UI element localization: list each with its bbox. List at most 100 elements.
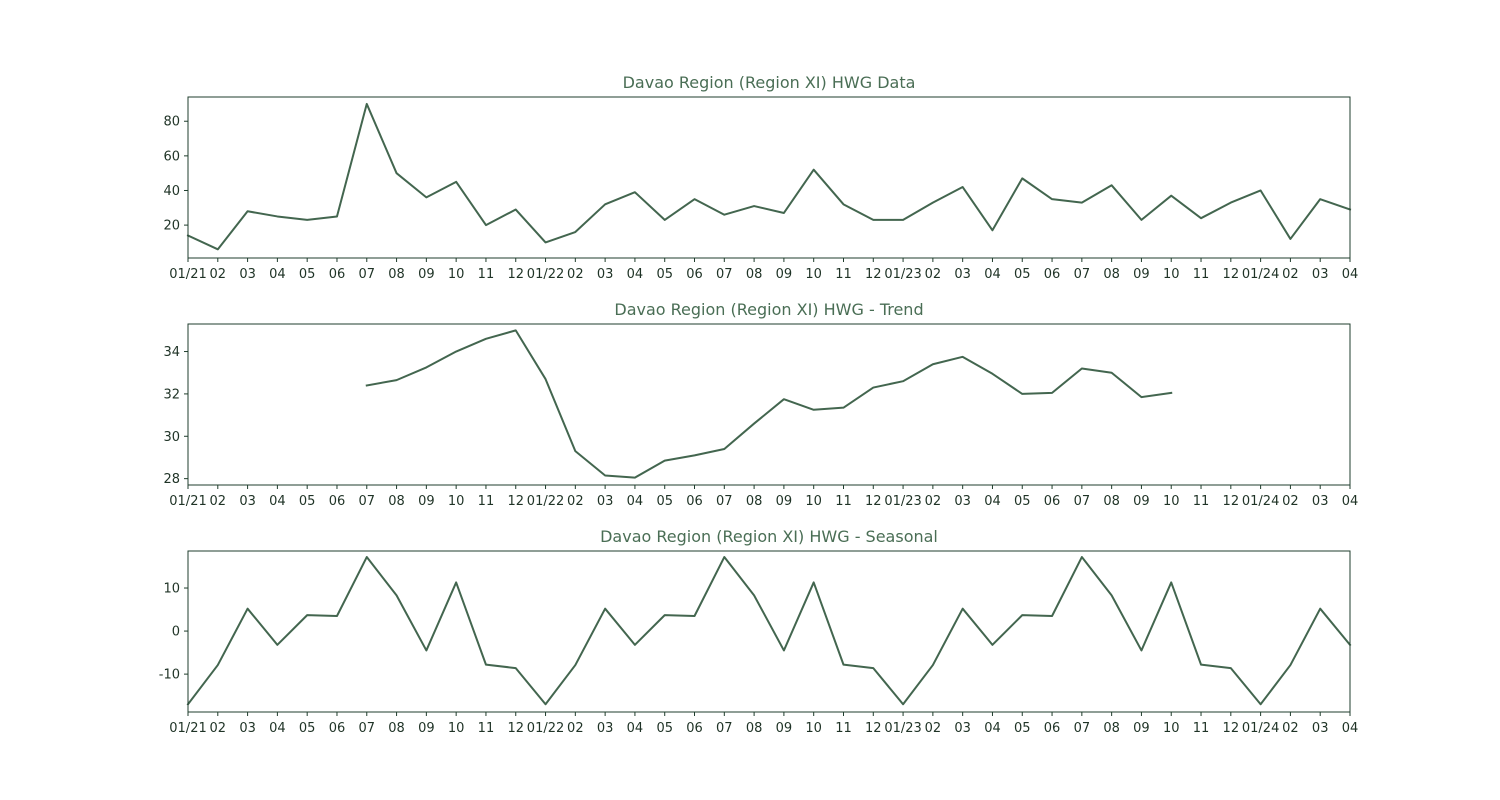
x-tick-label: 04 xyxy=(1342,267,1359,282)
x-tick-label: 10 xyxy=(1163,721,1180,736)
x-tick-label: 08 xyxy=(746,494,763,509)
x-tick-label: 07 xyxy=(1074,494,1091,509)
y-tick-label: 0 xyxy=(172,625,180,640)
x-tick-label: 10 xyxy=(448,494,465,509)
x-tick-label: 01/22 xyxy=(527,494,564,509)
x-tick-label: 08 xyxy=(1103,267,1120,282)
x-tick-label: 07 xyxy=(716,494,733,509)
x-tick-label: 08 xyxy=(746,721,763,736)
x-tick-label: 06 xyxy=(1044,267,1061,282)
x-tick-label: 02 xyxy=(1282,267,1299,282)
x-tick-label: 08 xyxy=(1103,494,1120,509)
x-tick-label: 10 xyxy=(805,494,822,509)
x-tick-label: 03 xyxy=(954,721,971,736)
x-tick-label: 10 xyxy=(805,721,822,736)
x-tick-label: 12 xyxy=(1223,494,1240,509)
x-tick-label: 07 xyxy=(716,267,733,282)
x-tick-label: 02 xyxy=(567,721,584,736)
x-tick-label: 01/21 xyxy=(169,267,206,282)
x-tick-label: 06 xyxy=(329,267,346,282)
y-tick-label: 40 xyxy=(163,184,180,199)
y-tick-label: 30 xyxy=(163,430,180,445)
x-tick-label: 08 xyxy=(1103,721,1120,736)
x-tick-label: 01/24 xyxy=(1242,267,1279,282)
axes-frame xyxy=(187,550,1351,713)
x-tick-label: 03 xyxy=(239,721,256,736)
x-tick-label: 05 xyxy=(1014,721,1031,736)
series-line xyxy=(186,556,1352,706)
x-tick-label: 05 xyxy=(656,267,673,282)
chart-title: Davao Region (Region XI) HWG Data xyxy=(623,73,916,92)
x-tick-label: 08 xyxy=(746,267,763,282)
x-tick-label: 01/21 xyxy=(169,494,206,509)
x-tick-label: 05 xyxy=(299,494,316,509)
x-tick-label: 03 xyxy=(239,494,256,509)
x-tick-label: 01/22 xyxy=(527,267,564,282)
x-tick-label: 12 xyxy=(865,721,882,736)
x-tick-label: 01/24 xyxy=(1242,721,1279,736)
axes-frame xyxy=(187,96,1351,259)
x-tick-label: 04 xyxy=(627,721,644,736)
x-tick-label: 11 xyxy=(835,494,852,509)
x-tick-label: 02 xyxy=(567,494,584,509)
y-tick-label: 34 xyxy=(163,345,180,360)
x-tick-label: 12 xyxy=(865,494,882,509)
x-tick-label: 09 xyxy=(776,267,793,282)
x-tick-label: 02 xyxy=(210,494,227,509)
y-tick-label: 10 xyxy=(163,582,180,597)
x-tick-label: 08 xyxy=(388,494,405,509)
chart-panel-1: Davao Region (Region XI) HWG Data 20 40 60 8… xyxy=(163,73,1358,282)
x-tick-label: 03 xyxy=(954,494,971,509)
x-tick-label: 01/23 xyxy=(884,721,921,736)
x-tick-label: 11 xyxy=(1193,721,1210,736)
x-tick-label: 06 xyxy=(329,494,346,509)
x-tick-label: 01/23 xyxy=(884,267,921,282)
x-tick-label: 04 xyxy=(269,494,286,509)
x-tick-label: 07 xyxy=(358,721,375,736)
x-tick-label: 11 xyxy=(478,721,495,736)
x-tick-label: 07 xyxy=(716,721,733,736)
x-tick-label: 07 xyxy=(1074,267,1091,282)
x-tick-label: 06 xyxy=(686,267,703,282)
x-tick-label: 03 xyxy=(1312,267,1329,282)
series-line xyxy=(365,329,1173,479)
x-tick-label: 06 xyxy=(686,494,703,509)
x-tick-label: 05 xyxy=(1014,494,1031,509)
x-tick-label: 03 xyxy=(597,267,614,282)
x-tick-label: 11 xyxy=(478,267,495,282)
y-tick-label: 80 xyxy=(163,115,180,130)
x-tick-label: 09 xyxy=(1133,721,1150,736)
chart-title: Davao Region (Region XI) HWG - Trend xyxy=(614,300,923,319)
x-tick-label: 06 xyxy=(1044,721,1061,736)
x-tick-label: 06 xyxy=(1044,494,1061,509)
x-tick-label: 07 xyxy=(1074,721,1091,736)
x-tick-label: 06 xyxy=(329,721,346,736)
x-tick-label: 04 xyxy=(984,267,1001,282)
axes-frame xyxy=(187,323,1351,486)
x-tick-label: 04 xyxy=(627,494,644,509)
x-tick-label: 04 xyxy=(627,267,644,282)
x-tick-label: 03 xyxy=(954,267,971,282)
x-tick-label: 04 xyxy=(984,494,1001,509)
series-line xyxy=(186,102,1352,251)
x-tick-label: 08 xyxy=(388,267,405,282)
x-tick-label: 01/24 xyxy=(1242,494,1279,509)
x-tick-label: 11 xyxy=(478,494,495,509)
x-tick-label: 08 xyxy=(388,721,405,736)
x-tick-label: 02 xyxy=(1282,494,1299,509)
x-tick-label: 09 xyxy=(1133,494,1150,509)
x-tick-label: 12 xyxy=(1223,267,1240,282)
x-tick-label: 09 xyxy=(776,494,793,509)
y-tick-label: 28 xyxy=(163,472,180,487)
x-tick-label: 12 xyxy=(507,494,524,509)
x-tick-label: 03 xyxy=(239,267,256,282)
x-tick-label: 12 xyxy=(1223,721,1240,736)
x-tick-label: 02 xyxy=(925,721,942,736)
y-tick-label: 60 xyxy=(163,149,180,164)
x-tick-label: 09 xyxy=(1133,267,1150,282)
x-tick-label: 02 xyxy=(210,721,227,736)
x-tick-label: 11 xyxy=(835,721,852,736)
x-tick-label: 05 xyxy=(1014,267,1031,282)
x-tick-label: 04 xyxy=(269,267,286,282)
x-tick-label: 03 xyxy=(1312,721,1329,736)
